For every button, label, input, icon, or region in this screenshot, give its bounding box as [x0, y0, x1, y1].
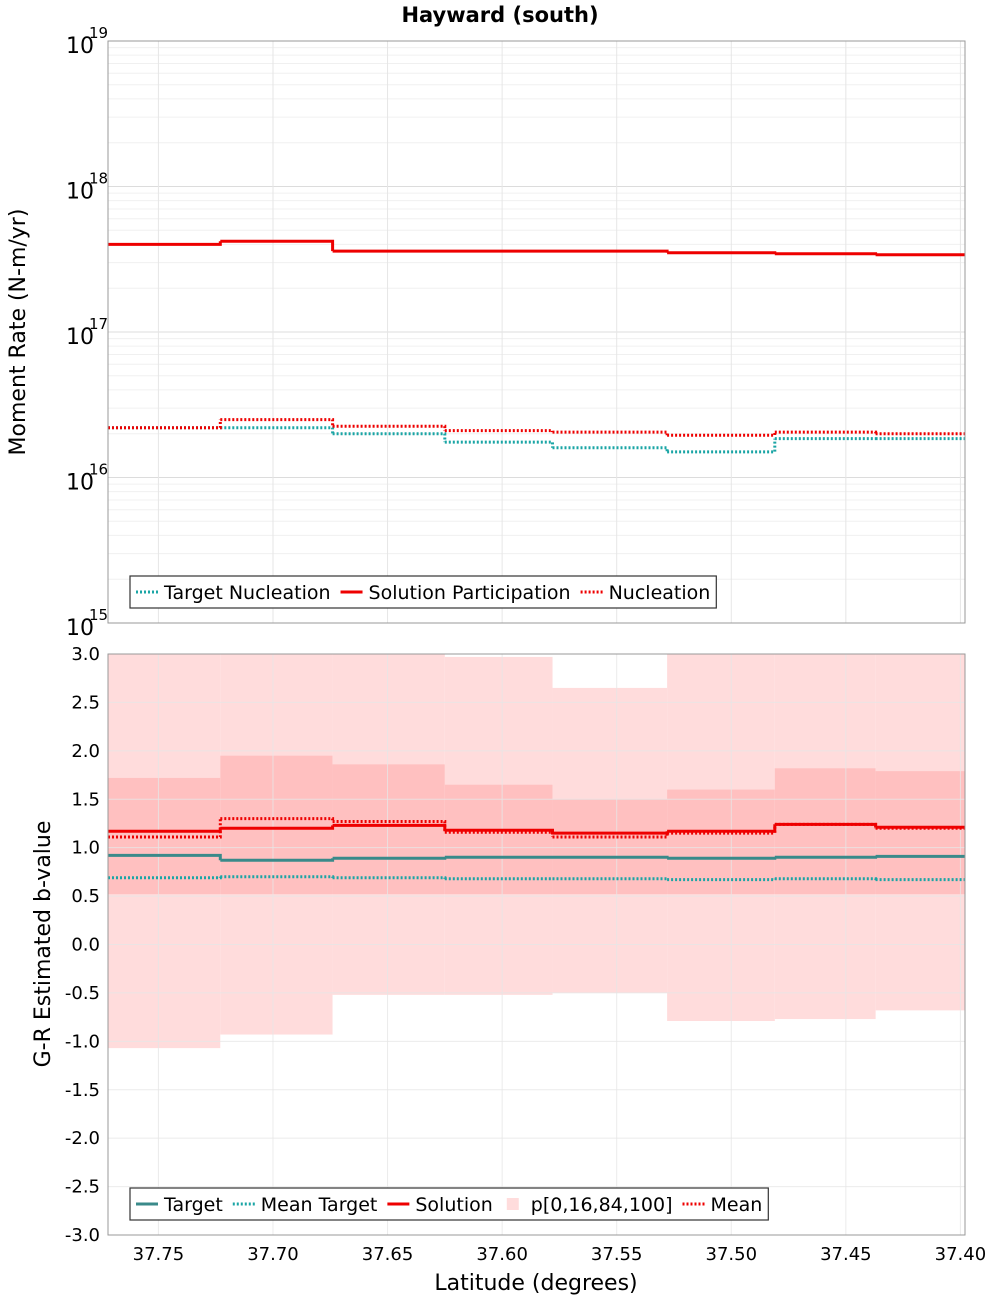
- y-tick-label: 1.5: [71, 789, 100, 810]
- b-value-panel: 3.0 2.5 2.0 1.5 1.0 0.5 0.0 -0.5 -1.0 -1.5 -2.0 -2.…: [31, 644, 986, 1296]
- y-tick-label: -1.0: [65, 1031, 100, 1052]
- band-inner-bin: [667, 789, 775, 895]
- y-tick-exponent: 16: [89, 461, 108, 479]
- band-inner-bin: [774, 768, 876, 895]
- moment-rate-legend: Target Nucleation Solution Participation N…: [129, 575, 717, 609]
- x-axis-label: Latitude (degrees): [434, 1271, 637, 1296]
- y-tick-label: 2.5: [71, 692, 100, 713]
- legend-swatch: [506, 1198, 519, 1210]
- b-value-series: [108, 817, 965, 882]
- legend-label: Target: [163, 1194, 223, 1216]
- legend-item-mean: Mean: [682, 1194, 763, 1216]
- x-tick-label: 37.55: [591, 1244, 643, 1265]
- b-value-legend: Target Mean Target Solution p[0,16,84,100] M…: [129, 1187, 769, 1221]
- y-tick-label: -2.5: [65, 1177, 100, 1198]
- y-tick-exponent: 18: [89, 170, 108, 188]
- y-tick-base: 10: [66, 471, 94, 496]
- band-inner-bin: [332, 764, 445, 895]
- legend-item-solution: Solution: [387, 1194, 493, 1216]
- moment-rate-grid: [108, 40, 965, 624]
- x-tick-label: 37.70: [247, 1244, 299, 1265]
- legend-label: Solution Participation: [369, 582, 571, 604]
- legend-label: Target Nucleation: [163, 582, 331, 604]
- x-tick-label: 37.50: [706, 1244, 758, 1265]
- legend-label: Nucleation: [609, 582, 711, 604]
- x-tick-label: 37.40: [935, 1244, 987, 1265]
- y-tick-label: -0.5: [65, 983, 100, 1004]
- y-tick-base: 10: [66, 180, 94, 205]
- y-tick-base: 10: [66, 325, 94, 350]
- y-tick-label: -2.0: [65, 1128, 100, 1149]
- y-tick-exponent: 17: [89, 315, 108, 333]
- legend-label: Mean Target: [261, 1194, 378, 1216]
- b-value-y-axis-label: G-R Estimated b-value: [31, 821, 56, 1068]
- latitude-x-ticks: 37.75 37.70 37.65 37.60 37.55 37.50 37.45 37.40: [133, 1244, 987, 1265]
- y-tick-exponent: 15: [89, 606, 108, 624]
- legend-item-target: Target: [136, 1194, 223, 1216]
- series-mean-target: [108, 875, 965, 882]
- y-tick-base: 10: [66, 616, 94, 641]
- legend-item-solution-participation: Solution Participation: [340, 582, 571, 604]
- band-inner-bin: [220, 755, 333, 895]
- legend-item-target-nucleation: Target Nucleation: [136, 582, 331, 604]
- y-tick-label: -1.5: [65, 1080, 100, 1101]
- y-tick-label: 0.0: [71, 935, 100, 956]
- legend-item-nucleation: Nucleation: [580, 582, 711, 604]
- legend-item-p-0-16-84-100: p[0,16,84,100]: [506, 1194, 673, 1216]
- legend-label: Mean: [711, 1194, 763, 1216]
- series-target: [108, 853, 965, 862]
- series-solution-participation: [108, 239, 965, 257]
- legend-label: p[0,16,84,100]: [531, 1194, 673, 1216]
- legend-item-mean-target: Mean Target: [232, 1194, 378, 1216]
- y-tick-label: 0.5: [71, 886, 100, 907]
- x-tick-label: 37.65: [362, 1244, 414, 1265]
- band-inner-bin: [444, 784, 553, 895]
- b-value-percentile-band: [108, 654, 965, 1049]
- x-tick-label: 37.75: [133, 1244, 185, 1265]
- series-mean: [108, 817, 965, 839]
- legend-box: [129, 575, 717, 609]
- moment-rate-plot-frame: [107, 40, 966, 624]
- y-tick-label: 3.0: [71, 644, 100, 665]
- y-tick-label: 1.0: [71, 838, 100, 859]
- x-tick-label: 37.45: [820, 1244, 872, 1265]
- x-tick-label: 37.60: [476, 1244, 528, 1265]
- y-tick-label: -3.0: [65, 1225, 100, 1246]
- b-value-plot-frame: [107, 653, 966, 1236]
- y-tick-label: 2.0: [71, 741, 100, 762]
- figure-title: Hayward (south): [401, 3, 598, 27]
- moment-rate-series: [108, 239, 965, 454]
- legend-label: Solution: [415, 1194, 492, 1216]
- b-value-y-ticks: 3.0 2.5 2.0 1.5 1.0 0.5 0.0 -0.5 -1.0 -1.5 -2.0 -2.…: [65, 644, 100, 1246]
- y-tick-exponent: 19: [89, 24, 108, 42]
- moment-rate-y-axis-label: Moment Rate (N-m/yr): [6, 209, 31, 456]
- y-tick-base: 10: [66, 34, 94, 59]
- series-nucleation: [108, 418, 965, 437]
- band-inner-bin: [875, 771, 965, 895]
- legend-box: [129, 1187, 769, 1221]
